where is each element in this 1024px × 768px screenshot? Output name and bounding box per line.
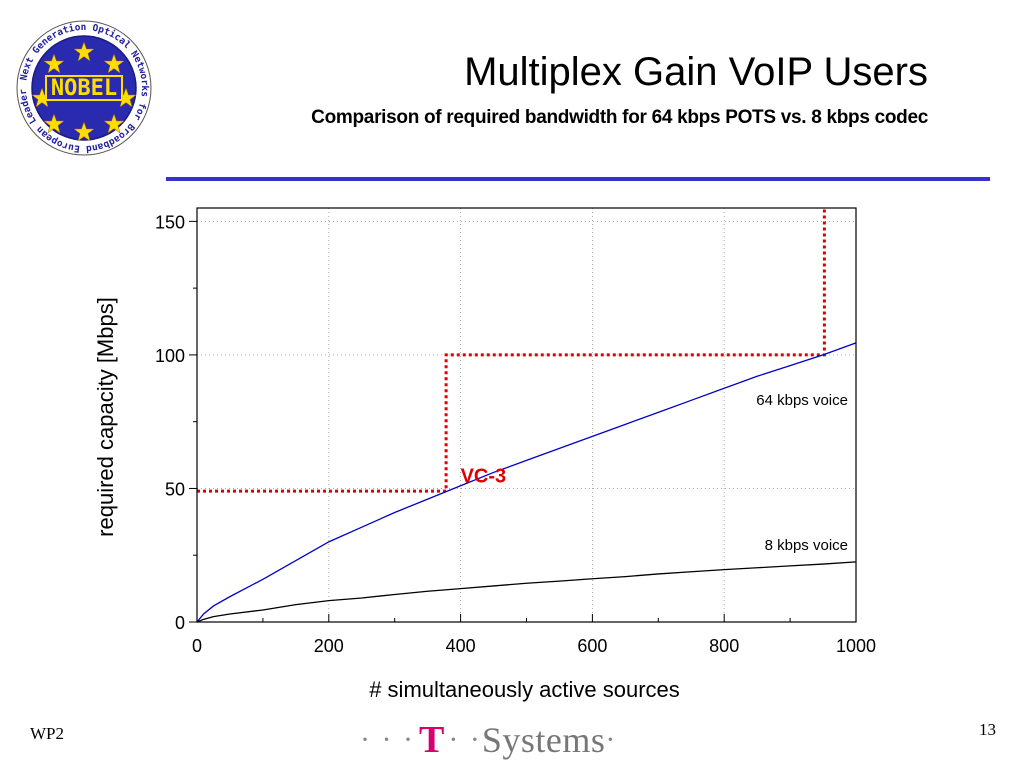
page-number: 13	[979, 720, 996, 739]
vc3-label: VC-3	[461, 465, 507, 487]
t-systems-logo: · · · T · · Systems ·	[360, 718, 630, 762]
y-tick-label: 100	[155, 346, 185, 366]
vc3-threshold-lines	[197, 208, 826, 493]
x-tick-label: 1000	[836, 636, 876, 656]
page-title: Multiplex Gain VoIP Users	[464, 50, 928, 94]
series-line-8kbps	[196, 561, 857, 623]
series-label: 8 kbps voice	[765, 537, 848, 554]
x-tick-label: 600	[577, 636, 607, 656]
axis-ticks	[189, 220, 857, 623]
chart-labels: 0 200 400 600 800 1000 0 50 100 150 # simultaneous…	[93, 212, 876, 702]
vc3-line	[197, 208, 826, 493]
footer-label: WP2	[30, 724, 64, 743]
x-tick-label: 400	[446, 636, 476, 656]
x-tick-label: 800	[709, 636, 739, 656]
page-subtitle: Comparison of required bandwidth for 64 …	[311, 107, 928, 128]
brand-t: T	[418, 719, 445, 761]
chart-series	[196, 342, 857, 623]
y-axis-label: required capacity [Mbps]	[93, 297, 118, 537]
y-tick-label: 50	[165, 479, 185, 499]
logo-name: NOBEL	[51, 76, 117, 101]
y-tick-label: 150	[155, 212, 185, 232]
series-label: 64 kbps voice	[756, 392, 848, 409]
brand-dots-mid: · ·	[448, 723, 482, 756]
brand-dots-left: · · ·	[360, 723, 415, 756]
brand-dot-right: ·	[605, 723, 618, 756]
x-tick-label: 0	[192, 636, 202, 656]
x-axis-label: # simultaneously active sources	[369, 677, 680, 702]
y-tick-label: 0	[175, 613, 185, 633]
nobel-logo: Next Generation Optical Networks for Bro…	[14, 18, 152, 156]
x-tick-label: 200	[314, 636, 344, 656]
brand-name: Systems	[481, 720, 606, 760]
header-divider	[166, 177, 990, 181]
series-line-64kbps	[196, 342, 857, 623]
